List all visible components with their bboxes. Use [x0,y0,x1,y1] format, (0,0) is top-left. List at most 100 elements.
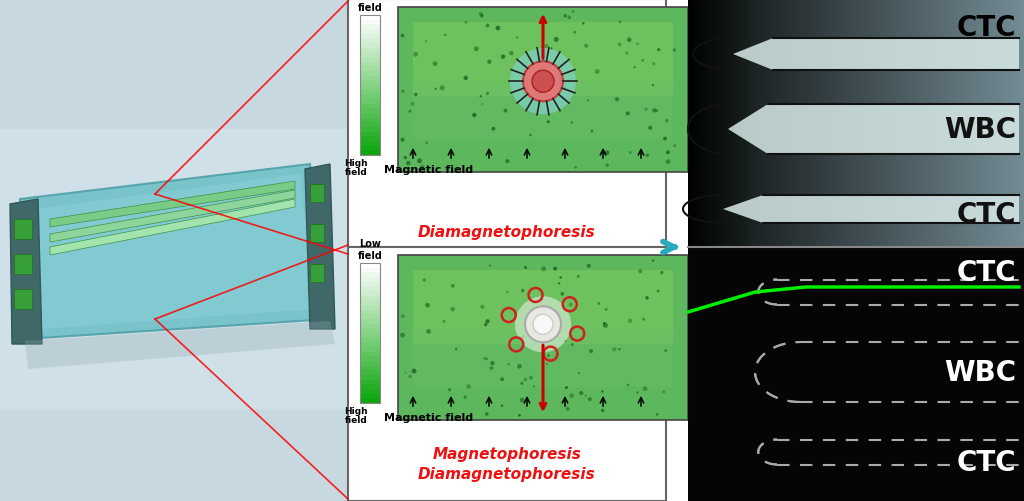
Circle shape [406,161,411,166]
Circle shape [420,165,424,170]
Bar [360,338,380,344]
Circle shape [626,112,630,116]
Circle shape [400,35,404,38]
Bar [360,58,380,64]
Bar [360,366,380,372]
Circle shape [414,53,418,58]
Bar [0,0,348,501]
Circle shape [479,96,482,98]
Circle shape [643,386,647,391]
Circle shape [573,32,577,35]
Text: Magnetic field: Magnetic field [384,412,473,422]
Bar [360,301,380,307]
Circle shape [582,23,585,26]
Bar [310,265,324,283]
Text: WBC: WBC [944,116,1016,144]
Polygon shape [728,105,1019,155]
Bar [360,319,380,325]
Circle shape [483,358,485,360]
Bar [360,146,380,152]
Circle shape [645,154,649,158]
Bar [360,104,380,110]
Circle shape [479,13,482,17]
Polygon shape [20,165,330,339]
Circle shape [455,348,458,351]
Circle shape [412,369,417,374]
Circle shape [627,38,632,43]
Circle shape [655,413,658,416]
Circle shape [518,414,521,417]
Circle shape [570,344,573,347]
Circle shape [636,44,639,46]
Circle shape [515,297,571,353]
Bar [360,91,380,96]
Circle shape [545,45,549,49]
Circle shape [400,315,404,318]
Bar [688,0,1024,247]
Circle shape [449,389,452,392]
Circle shape [549,78,551,80]
Text: field: field [345,415,368,424]
Circle shape [516,37,518,40]
Bar [360,268,380,274]
Circle shape [595,70,600,75]
Circle shape [601,409,604,412]
Circle shape [588,397,592,401]
Text: CTC: CTC [956,14,1016,42]
Polygon shape [50,182,295,227]
Bar [360,81,380,87]
Circle shape [487,61,492,65]
Circle shape [423,279,426,282]
Bar [360,361,380,367]
Circle shape [656,290,659,293]
Circle shape [425,41,427,43]
Bar [360,30,380,36]
Circle shape [501,55,505,60]
Bar [360,380,380,386]
Circle shape [567,17,571,20]
Polygon shape [305,165,335,329]
Circle shape [603,322,605,325]
Circle shape [485,93,489,96]
Circle shape [565,386,568,389]
Circle shape [563,88,566,90]
Circle shape [464,77,468,81]
Bar [360,137,380,143]
Text: High: High [344,406,368,415]
Circle shape [666,151,670,155]
Circle shape [506,291,509,294]
Circle shape [652,109,656,113]
Circle shape [579,372,581,374]
Circle shape [520,382,523,385]
Bar [360,25,380,31]
Bar [360,118,380,124]
Circle shape [485,358,487,361]
Bar [360,114,380,119]
Circle shape [425,303,430,308]
Bar [360,67,380,73]
Bar [360,310,380,316]
Bar [360,357,380,362]
Bar [360,109,380,115]
Bar [360,77,380,82]
Circle shape [580,391,584,395]
Circle shape [628,319,632,323]
Circle shape [414,94,418,97]
Circle shape [638,270,642,274]
Circle shape [541,267,546,272]
Bar [348,247,666,501]
Circle shape [569,393,574,398]
Circle shape [612,348,616,352]
Bar [360,278,380,283]
Text: High: High [344,159,368,168]
Circle shape [665,350,667,352]
Circle shape [411,103,415,107]
Circle shape [425,142,428,145]
Text: field: field [345,168,368,177]
Circle shape [627,384,629,387]
Circle shape [466,384,471,389]
Bar [413,82,673,140]
Circle shape [559,277,562,279]
Circle shape [451,285,455,288]
Text: Magnetophoresis: Magnetophoresis [432,446,582,461]
